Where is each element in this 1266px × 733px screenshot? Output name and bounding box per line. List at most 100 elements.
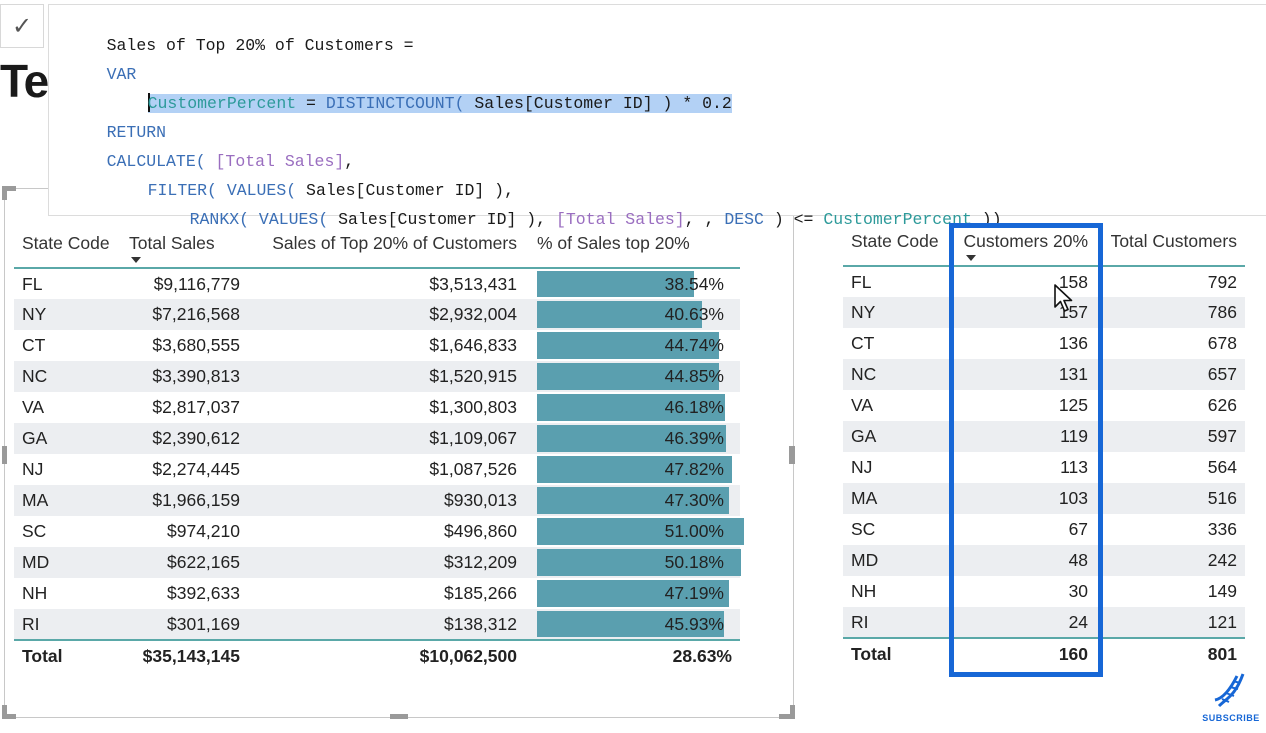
- data-bar: [537, 518, 745, 545]
- data-bar-label: 38.54%: [664, 273, 724, 294]
- table-row[interactable]: MD $622,165 $312,209 50.18%: [14, 547, 742, 578]
- data-bar: [537, 549, 742, 576]
- cell-state-code: CT: [22, 335, 46, 355]
- page-title: Te: [0, 55, 49, 107]
- total-label: Total: [851, 644, 892, 664]
- table-row[interactable]: SC 67 336: [843, 514, 1245, 545]
- table-row[interactable]: RI $301,169 $138,312 45.93%: [14, 609, 740, 640]
- cell-customers-20: 30: [1068, 581, 1089, 601]
- column-header-total-customers[interactable]: Total Customers: [1110, 231, 1237, 251]
- cell-state-code: FL: [22, 273, 43, 294]
- resize-handle-top-left-v[interactable]: [2, 186, 7, 200]
- data-bar: [537, 487, 730, 514]
- cell-state-code: RI: [14, 609, 121, 640]
- resize-handle-left[interactable]: [2, 446, 7, 464]
- cell-pct-top20: 45.93%: [525, 609, 740, 640]
- table-row[interactable]: RI 24 121: [843, 607, 1245, 638]
- subscribe-badge[interactable]: SUBSCRIBE: [1200, 672, 1262, 723]
- cell-pct-top20: 47.19%: [525, 578, 740, 609]
- column-header-state-code[interactable]: State Code: [851, 231, 939, 251]
- column-header-pct-sales-top-20[interactable]: % of Sales top 20%: [537, 233, 690, 253]
- cell-total-customers: 242: [1096, 545, 1245, 576]
- resize-handle-bottom-left[interactable]: [2, 714, 16, 719]
- table-header-row: State Code Customers 20% Total Customers: [843, 218, 1245, 266]
- table-row[interactable]: FL 158 792: [843, 266, 1245, 297]
- sort-descending-icon[interactable]: [131, 257, 141, 263]
- checkmark-icon: ✓: [11, 12, 33, 40]
- code-line-3-selected: CustomerPercent = DISTINCTCOUNT( Sales[C…: [108, 71, 732, 113]
- table-row[interactable]: SC $974,210 $496,860 51.00%: [14, 516, 745, 547]
- data-bar-label: 50.18%: [664, 552, 724, 572]
- cell-pct-top20: 44.85%: [525, 361, 740, 392]
- sort-descending-icon[interactable]: [965, 255, 976, 261]
- cell-pct-top20: 50.18%: [525, 547, 742, 578]
- cell-state-code: GA: [843, 421, 950, 452]
- table-row[interactable]: NH 30 149: [843, 576, 1245, 607]
- data-bar: [537, 456, 732, 483]
- cell-top20-sales: $312,209: [248, 547, 525, 578]
- table-total-row: Total 160 801: [843, 638, 1245, 670]
- table-row[interactable]: MD 48 242: [843, 545, 1245, 576]
- total-pct-top20: 28.63%: [672, 646, 732, 666]
- arrow-cursor-icon: [1054, 284, 1073, 312]
- table-row[interactable]: CT $3,680,555 $1,646,833 44.74%: [14, 330, 740, 361]
- table-row[interactable]: NJ 113 564: [843, 452, 1245, 483]
- cell-top20-sales: $185,266: [444, 583, 517, 603]
- cell-total-customers: 657: [1096, 359, 1245, 390]
- cell-total-customers: 516: [1096, 483, 1245, 514]
- cell-pct-top20: 46.39%: [525, 423, 740, 454]
- cell-top20-sales: $1,300,803: [429, 397, 517, 417]
- sales-table[interactable]: State Code Total Sales Sales of Top 20% …: [14, 220, 745, 672]
- table-row[interactable]: VA $2,817,037 $1,300,803 46.18%: [14, 392, 740, 423]
- total-top20-sales: $10,062,500: [419, 646, 517, 666]
- table-row[interactable]: GA $2,390,612 $1,109,067 46.39%: [14, 423, 740, 454]
- cell-top20-sales: $496,860: [444, 521, 517, 541]
- resize-handle-bottom-left-v[interactable]: [2, 705, 7, 719]
- cell-state-code: GA: [14, 423, 121, 454]
- data-bar-label: 47.19%: [664, 583, 724, 603]
- table-row[interactable]: MA $1,966,159 $930,013 47.30%: [14, 485, 740, 516]
- cell-state-code: NC: [843, 359, 950, 390]
- cell-state-code: VA: [851, 395, 874, 415]
- resize-handle-bottom-right[interactable]: [779, 714, 795, 719]
- data-bar: [537, 271, 694, 297]
- cell-total-customers: 597: [1096, 421, 1245, 452]
- customers-table[interactable]: State Code Customers 20% Total Customers…: [843, 218, 1245, 670]
- table-row[interactable]: FL $9,116,779 $3,513,431 38.54%: [14, 268, 740, 299]
- cell-top20-sales: $1,109,067: [248, 423, 525, 454]
- table-row[interactable]: MA 103 516: [843, 483, 1245, 514]
- column-header-sales-top-20[interactable]: Sales of Top 20% of Customers: [272, 233, 517, 253]
- text-selection: CustomerPercent = DISTINCTCOUNT( Sales[C…: [147, 93, 732, 113]
- column-header-customers-20[interactable]: Customers 20%: [950, 218, 1097, 266]
- resize-handle-bottom[interactable]: [390, 714, 408, 719]
- cell-pct-top20: 46.18%: [525, 392, 740, 423]
- resize-handle-bottom-right-v[interactable]: [790, 705, 795, 719]
- subscribe-label[interactable]: SUBSCRIBE: [1202, 713, 1260, 723]
- dax-formula-editor[interactable]: Sales of Top 20% of Customers = VAR Cust…: [48, 4, 1266, 229]
- table-row[interactable]: NH $392,633 $185,266 47.19%: [14, 578, 740, 609]
- data-bar: [537, 394, 725, 421]
- table-row[interactable]: NC 131 657: [843, 359, 1245, 390]
- table-row[interactable]: CT 136 678: [843, 328, 1245, 359]
- cell-state-code: NH: [851, 581, 877, 601]
- table-row[interactable]: NJ $2,274,445 $1,087,526 47.82%: [14, 454, 740, 485]
- code-line-5: CALCULATE( [Total Sales],: [106, 152, 355, 171]
- table-row[interactable]: NC $3,390,813 $1,520,915 44.85%: [14, 361, 740, 392]
- data-bar: [537, 332, 719, 359]
- cell-total-sales: $7,216,568: [121, 299, 248, 330]
- resize-handle-top-left[interactable]: [2, 186, 16, 191]
- table-row[interactable]: NY 157 786: [843, 297, 1245, 328]
- cell-top20-sales: $1,646,833: [429, 335, 517, 355]
- table-row[interactable]: NY $7,216,568 $2,932,004 40.63%: [14, 299, 740, 330]
- column-header-total-sales[interactable]: Total Sales: [121, 220, 248, 268]
- text-caret: [147, 93, 150, 112]
- commit-formula-button[interactable]: ✓: [0, 4, 44, 48]
- data-bar-label: 47.82%: [664, 459, 724, 479]
- column-header-state-code[interactable]: State Code: [22, 233, 110, 253]
- resize-handle-right[interactable]: [789, 446, 795, 464]
- table-row[interactable]: GA 119 597: [843, 421, 1245, 452]
- cell-total-sales: $2,274,445: [152, 459, 240, 479]
- cell-total-sales: $1,966,159: [121, 485, 248, 516]
- table-row[interactable]: VA 125 626: [843, 390, 1245, 421]
- cell-total-sales: $3,390,813: [121, 361, 248, 392]
